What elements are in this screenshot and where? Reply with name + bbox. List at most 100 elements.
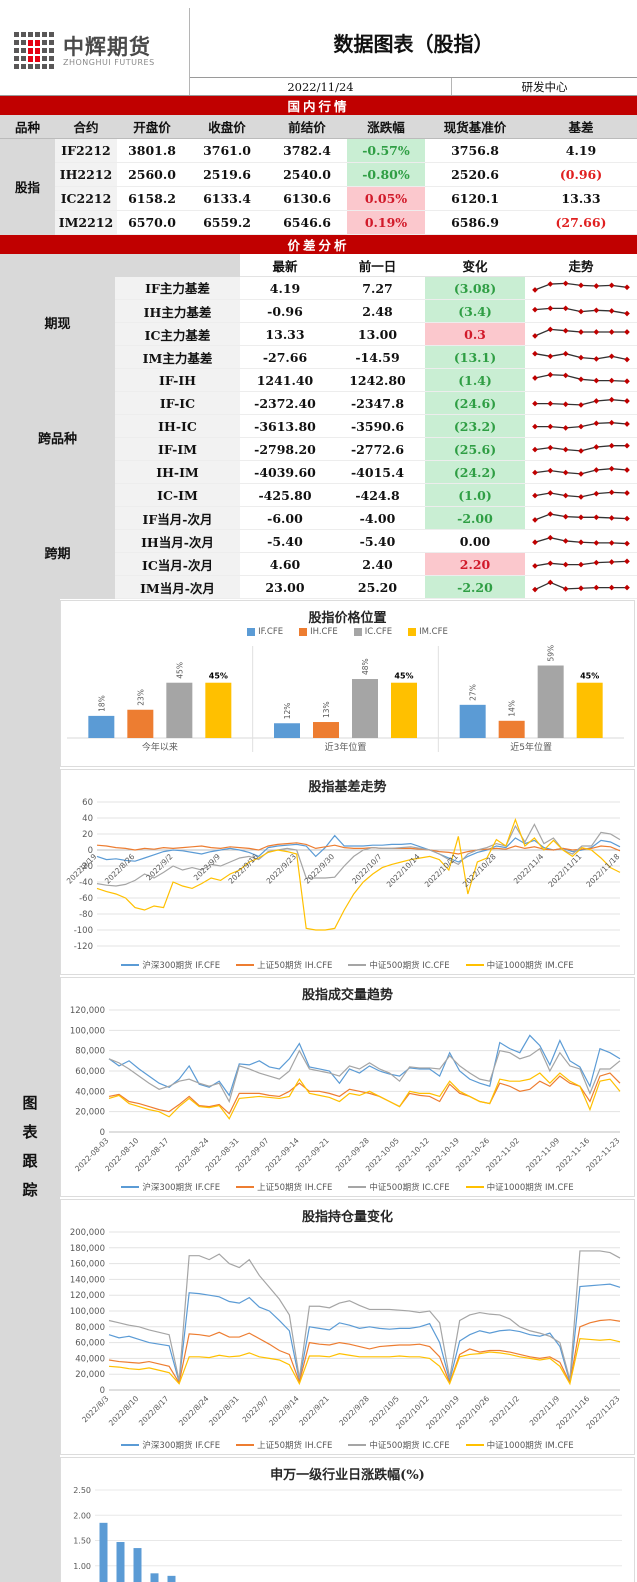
svg-text:100,000: 100,000: [70, 1307, 105, 1317]
spread-row: IF-IM -2798.20 -2772.6 (25.6): [0, 437, 637, 461]
series-中证500期货 IC.CFE: [108, 1250, 621, 1381]
spread-col-header: 最新: [240, 254, 330, 277]
legend-swatch-icon: [299, 628, 308, 636]
spread-row: 跨品种 IF-IH 1241.40 1242.80 (1.4): [0, 368, 637, 507]
chart-panel-basis: 股指基差走势 60 40 20 0 -20 -40 -60 -80 -100 -120 2022/8/…: [60, 769, 635, 975]
spread-row: IM主力基差 -27.66 -14.59 (13.1): [0, 345, 637, 369]
spread-table-header: 最新 前一日 变化 走势: [0, 254, 637, 277]
cell-open: 2560.0: [117, 162, 187, 187]
market-col-header: 品种: [0, 115, 55, 139]
cell-spread-name: IC当月-次月: [115, 552, 240, 576]
legend-label: 上证50期货 IH.CFE: [257, 1441, 333, 1451]
oi-line-chart: 200,000 180,000 160,000 140,000 120,000 100,0…: [70, 1228, 622, 1431]
legend-item: 中证1000期货 IM.CFE: [465, 1181, 574, 1193]
spread-row: 期现 IF主力基差 4.19 7.27 (3.08): [0, 276, 637, 369]
svg-text:80,000: 80,000: [75, 1323, 105, 1333]
svg-text:今年以来: 今年以来: [142, 741, 178, 753]
legend-item: IF.CFE: [247, 627, 283, 637]
legend-item: 上证50期货 IH.CFE: [236, 1181, 332, 1193]
svg-text:18%: 18%: [97, 695, 106, 712]
cell-trend: [525, 529, 637, 553]
cell-spread-name: IC主力基差: [115, 322, 240, 346]
cell-spread-name: IF当月-次月: [115, 506, 240, 530]
section-banner-spread: 价差分析: [0, 235, 637, 254]
legend-swatch-icon: [465, 1444, 484, 1446]
chart-title-oi: 股指持仓量变化: [301, 1210, 393, 1225]
svg-text:-100: -100: [74, 926, 93, 936]
bar-IF.CFE: [88, 715, 115, 738]
svg-text:2022/9/30: 2022/9/30: [303, 852, 337, 886]
cell-latest: 4.60: [240, 552, 330, 576]
cell-trend: [525, 299, 637, 323]
svg-text:45%: 45%: [209, 672, 228, 681]
svg-text:0: 0: [88, 846, 93, 856]
cell-pct-change: -0.80%: [347, 162, 425, 187]
legend-swatch-icon: [465, 1186, 484, 1188]
legend-label: IC.CFE: [364, 627, 393, 637]
cell-close: 6133.4: [187, 186, 267, 211]
cell-spread-name: IH当月-次月: [115, 529, 240, 553]
svg-text:2022/11/4: 2022/11/4: [512, 852, 546, 886]
market-row: IM2212 6570.0 6559.2 6546.6 0.19% 6586.9 (27.6…: [0, 210, 637, 235]
cell-latest: 23.00: [240, 575, 330, 599]
svg-text:-80: -80: [79, 910, 93, 920]
brand-name-en: ZHONGHUI FUTURES: [63, 58, 155, 68]
cell-close: 2519.6: [187, 162, 267, 187]
spread-row: IC当月-次月 4.60 2.40 2.20: [0, 552, 637, 576]
cell-latest: -0.96: [240, 299, 330, 323]
svg-text:140,000: 140,000: [70, 1275, 105, 1285]
bar-IM.CFE: [576, 682, 603, 738]
trend-sparkline: [532, 442, 630, 454]
report-date: 2022/11/24: [190, 78, 452, 95]
legend-swatch-icon: [348, 964, 367, 966]
cell-spot-benchmark: 3756.8: [425, 138, 525, 163]
cell-latest: 1241.40: [240, 368, 330, 392]
bar-IM.CFE: [391, 682, 417, 738]
legend-swatch-icon: [236, 1186, 255, 1188]
svg-text:-40: -40: [79, 878, 93, 888]
spread-group-label: 跨品种: [0, 368, 115, 507]
spread-header-blank: [115, 254, 240, 277]
series-中证500期货 IC.CFE: [108, 1047, 621, 1104]
cell-spread-name: IF-IH: [115, 368, 240, 392]
svg-text:120,000: 120,000: [70, 1006, 105, 1016]
cell-change: (24.2): [425, 460, 525, 484]
cell-spread-name: IF-IM: [115, 437, 240, 461]
market-col-header: 涨跌幅: [347, 115, 425, 139]
chart-panel-industry: 申万一级行业日涨跌幅(%)2.502.001.501.000.500.00-0.…: [60, 1457, 635, 1582]
series-中证1000期货 IM.CFE: [108, 1338, 621, 1386]
cell-trend: [525, 460, 637, 484]
svg-text:14%: 14%: [508, 700, 517, 717]
cell-previous: -4.00: [330, 506, 425, 530]
legend-item: 沪深300期货 IF.CFE: [121, 959, 220, 971]
bar-IF.CFE: [459, 704, 486, 738]
market-col-header: 基差: [525, 115, 637, 139]
series-沪深300期货 IF.CFE: [96, 834, 621, 863]
cell-trend: [525, 345, 637, 369]
trend-sparkline: [532, 534, 630, 547]
market-col-header: 合约: [55, 115, 117, 139]
cell-basis: (0.96): [525, 162, 637, 187]
spread-col-header: 走势: [525, 254, 637, 277]
cell-trend: [525, 483, 637, 507]
cell-trend: [525, 414, 637, 438]
cell-previous: -4015.4: [330, 460, 425, 484]
spread-row: IH-IM -4039.60 -4015.4 (24.2): [0, 460, 637, 484]
cell-contract: IH2212: [55, 162, 117, 187]
svg-text:1.50: 1.50: [73, 1537, 91, 1546]
svg-text:2022/8/31: 2022/8/31: [207, 1394, 241, 1428]
cell-change: 0.3: [425, 322, 525, 346]
cell-latest: -6.00: [240, 506, 330, 530]
series-上证50期货 IH.CFE: [108, 1319, 621, 1385]
svg-text:2022/9/14: 2022/9/14: [267, 1394, 301, 1428]
svg-text:-60: -60: [79, 894, 93, 904]
cell-latest: 13.33: [240, 322, 330, 346]
cell-spread-name: IH-IM: [115, 460, 240, 484]
cell-latest: -2372.40: [240, 391, 330, 415]
legend-label: 中证500期货 IC.CFE: [369, 961, 450, 971]
cell-basis: (27.66): [525, 210, 637, 235]
cell-latest: 4.19: [240, 276, 330, 300]
cell-prev-settle: 6130.6: [267, 186, 347, 211]
market-row: IH2212 2560.0 2519.6 2540.0 -0.80% 2520.6 (0.9…: [0, 162, 637, 187]
